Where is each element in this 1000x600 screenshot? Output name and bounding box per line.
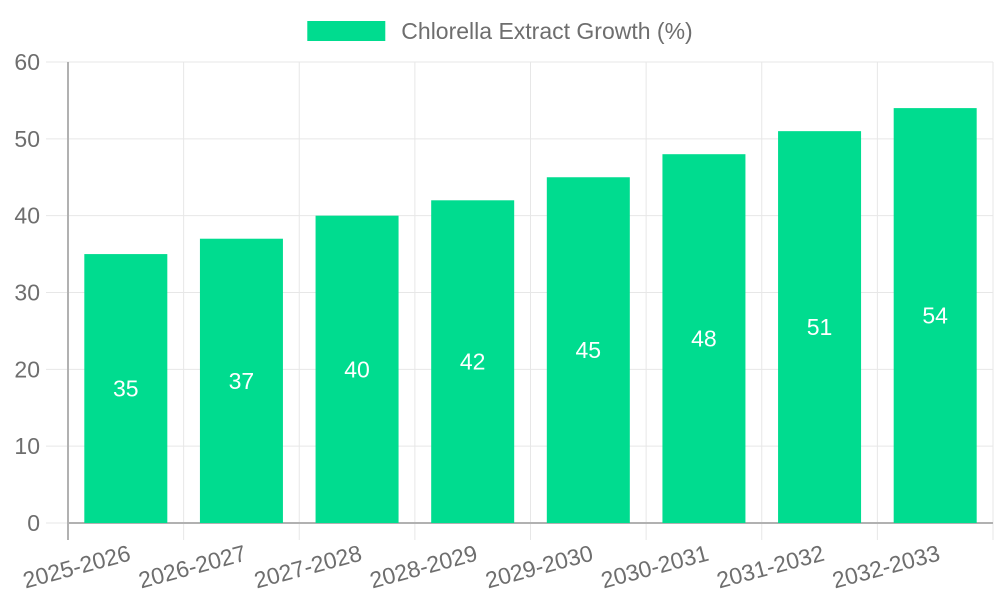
bar-value-label: 51 [807,314,833,340]
x-tick-label: 2026-2027 [136,540,249,594]
x-tick-label: 2030-2031 [598,540,711,594]
bar [546,177,630,523]
bar-value-label: 37 [229,368,255,394]
bar-value-label: 45 [576,337,602,363]
legend-swatch-icon [307,21,386,41]
bar [315,215,399,523]
bar-value-label: 42 [460,349,486,375]
y-tick-label: 20 [14,356,40,382]
bar-value-label: 35 [113,376,139,402]
y-tick-label: 30 [14,280,40,306]
bar [199,238,283,523]
bar [893,108,977,523]
y-tick-label: 0 [27,510,40,536]
x-tick-label: 2032-2033 [830,540,943,594]
y-tick-label: 50 [14,126,40,152]
bar [662,154,746,523]
y-tick-label: 60 [14,49,40,75]
x-tick-label: 2027-2028 [251,540,364,594]
bar-value-label: 40 [344,356,370,382]
bar-value-label: 48 [691,326,717,352]
bar [84,254,168,524]
x-tick-label: 2031-2032 [714,540,827,594]
legend-label: Chlorella Extract Growth (%) [401,18,693,44]
x-tick-label: 2025-2026 [20,540,133,594]
y-tick-label: 10 [14,433,40,459]
bar [778,131,862,523]
bar [431,200,515,524]
bar-value-label: 54 [922,303,948,329]
legend[interactable]: Chlorella Extract Growth (%) [307,14,693,48]
x-tick-label: 2028-2029 [367,540,480,594]
y-tick-label: 40 [14,203,40,229]
x-tick-label: 2029-2030 [483,540,596,594]
